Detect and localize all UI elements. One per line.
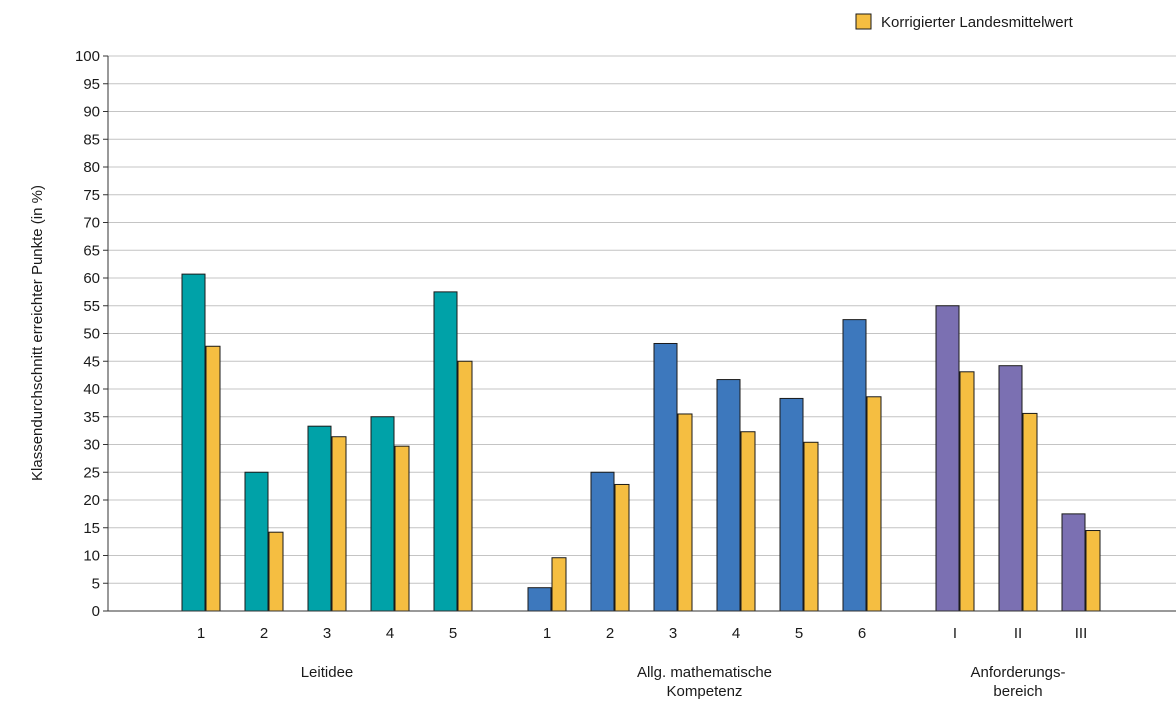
y-axis-title: Klassendurchschnitt erreichter Punkte (i… <box>29 185 46 481</box>
bar-klasse <box>842 319 867 612</box>
x-tick-label: 4 <box>732 625 740 642</box>
bar-klasse <box>181 273 206 612</box>
bar-klasse <box>244 471 269 612</box>
legend-label-landesmittelwert: Korrigierter Landesmittelwert <box>881 14 1074 31</box>
y-tick-label: 90 <box>83 104 100 121</box>
group-label: Anforderungs- <box>970 664 1065 681</box>
bar-klasse <box>433 291 458 612</box>
y-tick-label: 10 <box>83 548 100 565</box>
x-tick-label: 4 <box>386 625 394 642</box>
y-tick-label: 85 <box>83 131 100 148</box>
y-tick-label: 70 <box>83 215 100 232</box>
bar-klasse <box>1061 513 1086 612</box>
y-tick-label: 20 <box>83 492 100 509</box>
bar-klasse <box>590 471 615 612</box>
y-tick-label: 40 <box>83 381 100 398</box>
grid-lines <box>108 55 1176 584</box>
bar-landesmittelwert <box>866 396 882 612</box>
group-label: bereich <box>993 683 1042 700</box>
y-tick-label: 60 <box>83 270 100 287</box>
y-tick-label: 100 <box>75 48 100 65</box>
x-tick-label: 3 <box>669 625 677 642</box>
bar-klasse <box>653 342 678 612</box>
y-tick-label: 0 <box>92 603 100 620</box>
legend-swatch-landesmittelwert <box>855 13 872 30</box>
x-tick-label: I <box>953 625 957 642</box>
bar-klasse <box>998 365 1023 612</box>
y-tick-label: 45 <box>83 353 100 370</box>
group-label: Allg. mathematische <box>637 664 772 681</box>
x-tick-label: 5 <box>449 625 457 642</box>
y-tick-label: 30 <box>83 437 100 454</box>
bar-klasse <box>370 416 395 612</box>
bar-landesmittelwert <box>1022 412 1038 612</box>
bar-klasse <box>779 397 804 612</box>
legend: Korrigierter Landesmittelwert <box>855 13 1074 31</box>
y-tick-label: 55 <box>83 298 100 315</box>
bar-klasse <box>716 379 741 612</box>
bar-landesmittelwert <box>740 431 756 612</box>
x-tick-label: 3 <box>323 625 331 642</box>
x-tick-label: II <box>1014 625 1022 642</box>
y-tick-label: 65 <box>83 242 100 259</box>
y-tick-label: 15 <box>83 520 100 537</box>
bar-klasse <box>935 305 960 612</box>
bar-klasse <box>307 425 332 612</box>
bar-landesmittelwert <box>551 557 567 612</box>
group-label: Leitidee <box>301 664 354 681</box>
y-tick-label: 5 <box>92 575 100 592</box>
axes: 0510152025303540455055606570758085909510… <box>75 48 1176 700</box>
bar-landesmittelwert <box>959 371 975 612</box>
bar-landesmittelwert <box>677 413 693 612</box>
x-tick-label: 2 <box>260 625 268 642</box>
bar-landesmittelwert <box>331 436 347 612</box>
x-tick-label: 6 <box>858 625 866 642</box>
bar-landesmittelwert <box>803 441 819 612</box>
y-tick-label: 95 <box>83 76 100 93</box>
x-tick-label: 1 <box>543 625 551 642</box>
bar-klasse <box>527 587 552 612</box>
y-tick-label: 80 <box>83 159 100 176</box>
bar-landesmittelwert <box>614 483 630 612</box>
y-tick-label: 25 <box>83 464 100 481</box>
x-tick-label: 1 <box>197 625 205 642</box>
y-tick-label: 75 <box>83 187 100 204</box>
x-tick-label: 5 <box>795 625 803 642</box>
bar-landesmittelwert <box>268 531 284 612</box>
bar-landesmittelwert <box>1085 530 1101 612</box>
x-tick-label: III <box>1075 625 1088 642</box>
bar-landesmittelwert <box>394 445 410 612</box>
x-tick-label: 2 <box>606 625 614 642</box>
group-label: Kompetenz <box>667 683 743 700</box>
bars <box>181 273 1101 612</box>
bar-landesmittelwert <box>205 345 221 612</box>
y-tick-label: 35 <box>83 409 100 426</box>
y-tick-label: 50 <box>83 326 100 343</box>
bar-landesmittelwert <box>457 360 473 612</box>
